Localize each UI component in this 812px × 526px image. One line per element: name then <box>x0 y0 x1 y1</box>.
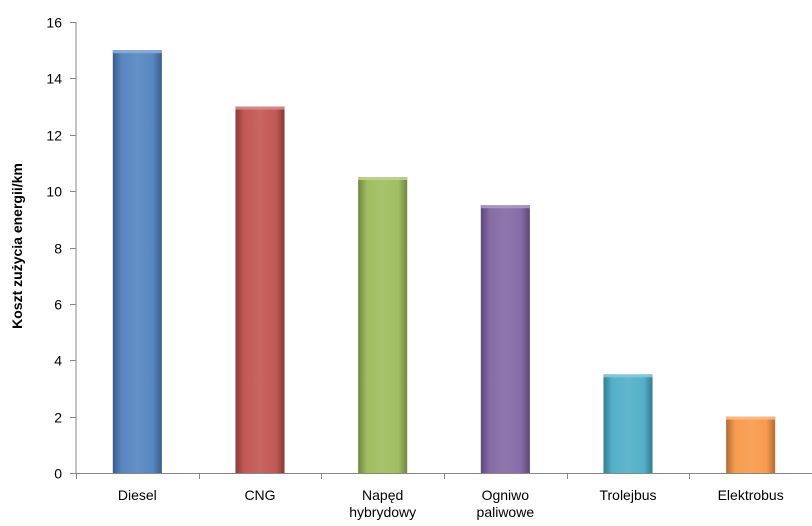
x-tick-label: Diesel <box>118 487 157 503</box>
y-tick-label: 0 <box>54 466 62 482</box>
x-tick-label: Trolejbus <box>599 487 656 503</box>
bar-top-highlight <box>603 374 653 378</box>
bar-top-highlight <box>112 50 162 54</box>
bar <box>235 106 285 473</box>
bar <box>726 416 776 473</box>
y-tick-label: 14 <box>46 71 62 87</box>
bar-top-highlight <box>726 416 776 420</box>
bar-top-highlight <box>235 106 285 110</box>
y-tick-label: 6 <box>54 297 62 313</box>
y-axis: 0 2 4 6 8 10 12 14 16 <box>46 15 77 482</box>
bar <box>112 50 162 473</box>
bar <box>603 374 653 473</box>
y-axis-title: Koszt zużycia energii/km <box>9 163 25 329</box>
x-axis: Diesel CNG Napęd hybrydowy Ogniwo paliwowe Tro… <box>76 473 812 520</box>
bars <box>112 50 776 473</box>
x-tick-label: CNG <box>244 487 275 503</box>
bar <box>480 205 530 473</box>
y-tick-label: 8 <box>54 241 62 257</box>
x-tick-label: Ogniwo paliwowe <box>477 487 535 520</box>
bar-top-highlight <box>358 177 408 181</box>
x-tick-label: Elektrobus <box>718 487 784 503</box>
y-tick-label: 12 <box>46 128 62 144</box>
y-tick-label: 4 <box>54 353 62 369</box>
y-tick-label: 10 <box>46 184 62 200</box>
bar-top-highlight <box>480 205 530 209</box>
y-tick-label: 16 <box>46 15 62 31</box>
y-tick-label: 2 <box>54 410 62 426</box>
bar <box>358 177 408 473</box>
x-tick-label: Napęd hybrydowy <box>349 487 416 520</box>
